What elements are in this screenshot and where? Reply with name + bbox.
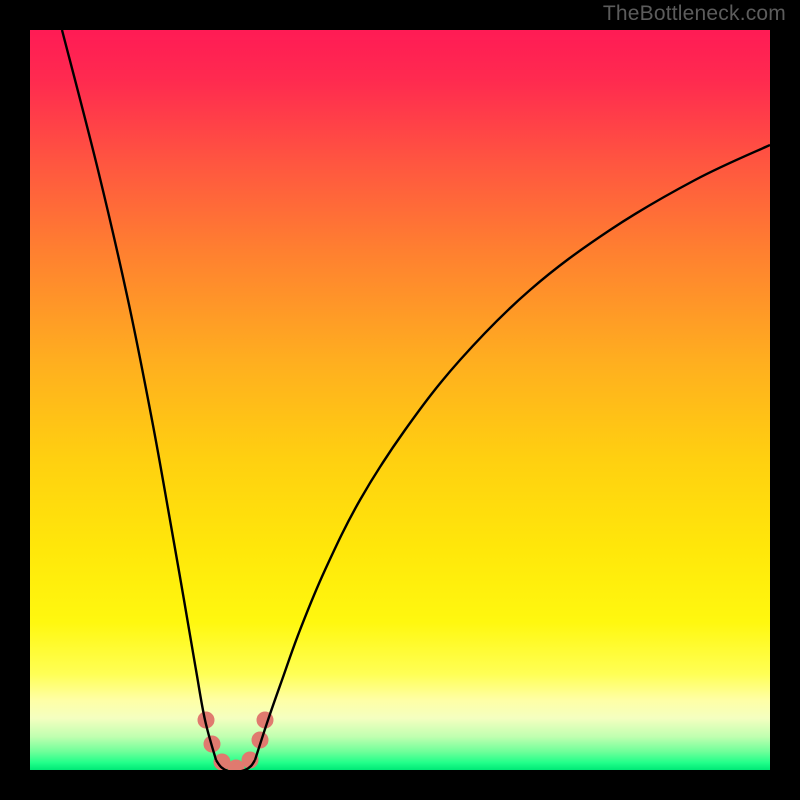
chart-canvas: TheBottleneck.com: [0, 0, 800, 800]
watermark-text: TheBottleneck.com: [603, 2, 786, 26]
plot-background-gradient: [0, 0, 800, 800]
